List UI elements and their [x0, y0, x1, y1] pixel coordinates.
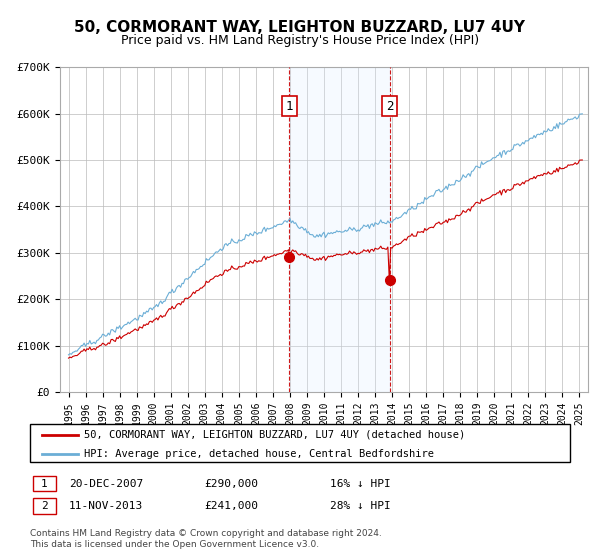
Text: 50, CORMORANT WAY, LEIGHTON BUZZARD, LU7 4UY (detached house): 50, CORMORANT WAY, LEIGHTON BUZZARD, LU7… [84, 430, 465, 440]
Text: 20-DEC-2007: 20-DEC-2007 [69, 479, 143, 489]
Bar [289, 67, 390, 392]
Text: £241,000: £241,000 [204, 501, 258, 511]
Text: 1: 1 [41, 479, 48, 489]
Text: 11-NOV-2013: 11-NOV-2013 [69, 501, 143, 511]
Text: 50, CORMORANT WAY, LEIGHTON BUZZARD, LU7 4UY: 50, CORMORANT WAY, LEIGHTON BUZZARD, LU7… [74, 20, 526, 35]
Text: HPI: Average price, detached house, Central Bedfordshire: HPI: Average price, detached house, Cent… [84, 449, 434, 459]
Text: 28% ↓ HPI: 28% ↓ HPI [330, 501, 391, 511]
Text: Price paid vs. HM Land Registry's House Price Index (HPI): Price paid vs. HM Land Registry's House … [121, 34, 479, 46]
Text: 2: 2 [386, 100, 394, 113]
Text: 1: 1 [286, 100, 293, 113]
Text: 2: 2 [41, 501, 48, 511]
Text: Contains HM Land Registry data © Crown copyright and database right 2024.
This d: Contains HM Land Registry data © Crown c… [30, 529, 382, 549]
Text: £290,000: £290,000 [204, 479, 258, 489]
Text: 16% ↓ HPI: 16% ↓ HPI [330, 479, 391, 489]
